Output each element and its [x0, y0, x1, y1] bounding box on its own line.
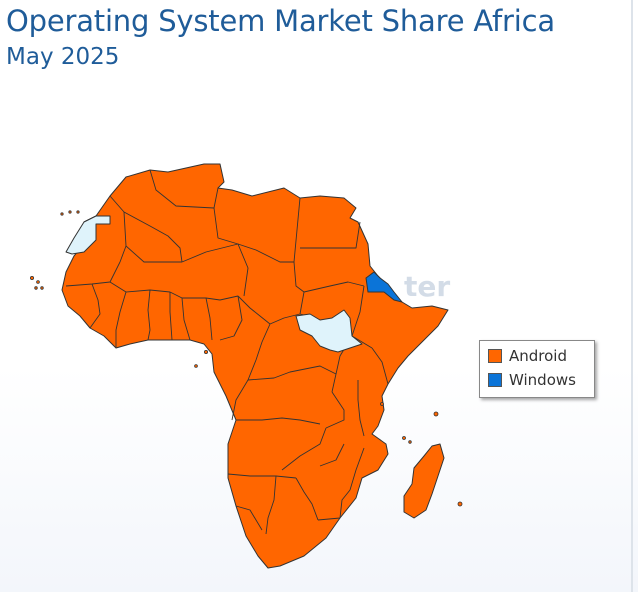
island-canary-1 [60, 212, 64, 216]
island-canary-3 [76, 210, 80, 214]
island-comoros-2 [408, 440, 412, 444]
island-canary-2 [68, 210, 72, 214]
region-android[interactable] [61, 163, 449, 569]
legend-label-windows: Windows [509, 371, 576, 389]
legend-item-windows[interactable]: Windows [488, 370, 576, 390]
region-eritrea[interactable] [365, 271, 403, 303]
legend: Android Windows [479, 340, 595, 398]
legend-swatch-android [488, 349, 502, 363]
legend-swatch-windows [488, 373, 502, 387]
legend-label-android: Android [509, 347, 567, 365]
legend-item-android[interactable]: Android [488, 346, 567, 366]
island-cape-verde-4 [40, 286, 44, 290]
region-madagascar[interactable] [403, 443, 445, 519]
island-seychelles [433, 411, 439, 417]
island-mauritius [457, 501, 463, 507]
island-cape-verde-3 [34, 286, 38, 290]
island-comoros-1 [402, 436, 406, 440]
chart-title: Operating System Market Share Africa [6, 4, 555, 38]
island-bioko [203, 349, 208, 354]
region-south-sudan[interactable] [295, 309, 363, 353]
region-western-sahara[interactable] [65, 215, 111, 255]
scroll-edge [631, 0, 633, 592]
chart-subtitle: May 2025 [6, 44, 120, 70]
watermark-text: ter [404, 270, 451, 303]
island-sao-tome [194, 364, 198, 368]
island-zanzibar [380, 402, 384, 406]
island-cape-verde-2 [36, 280, 40, 284]
island-cape-verde-1 [29, 275, 34, 280]
